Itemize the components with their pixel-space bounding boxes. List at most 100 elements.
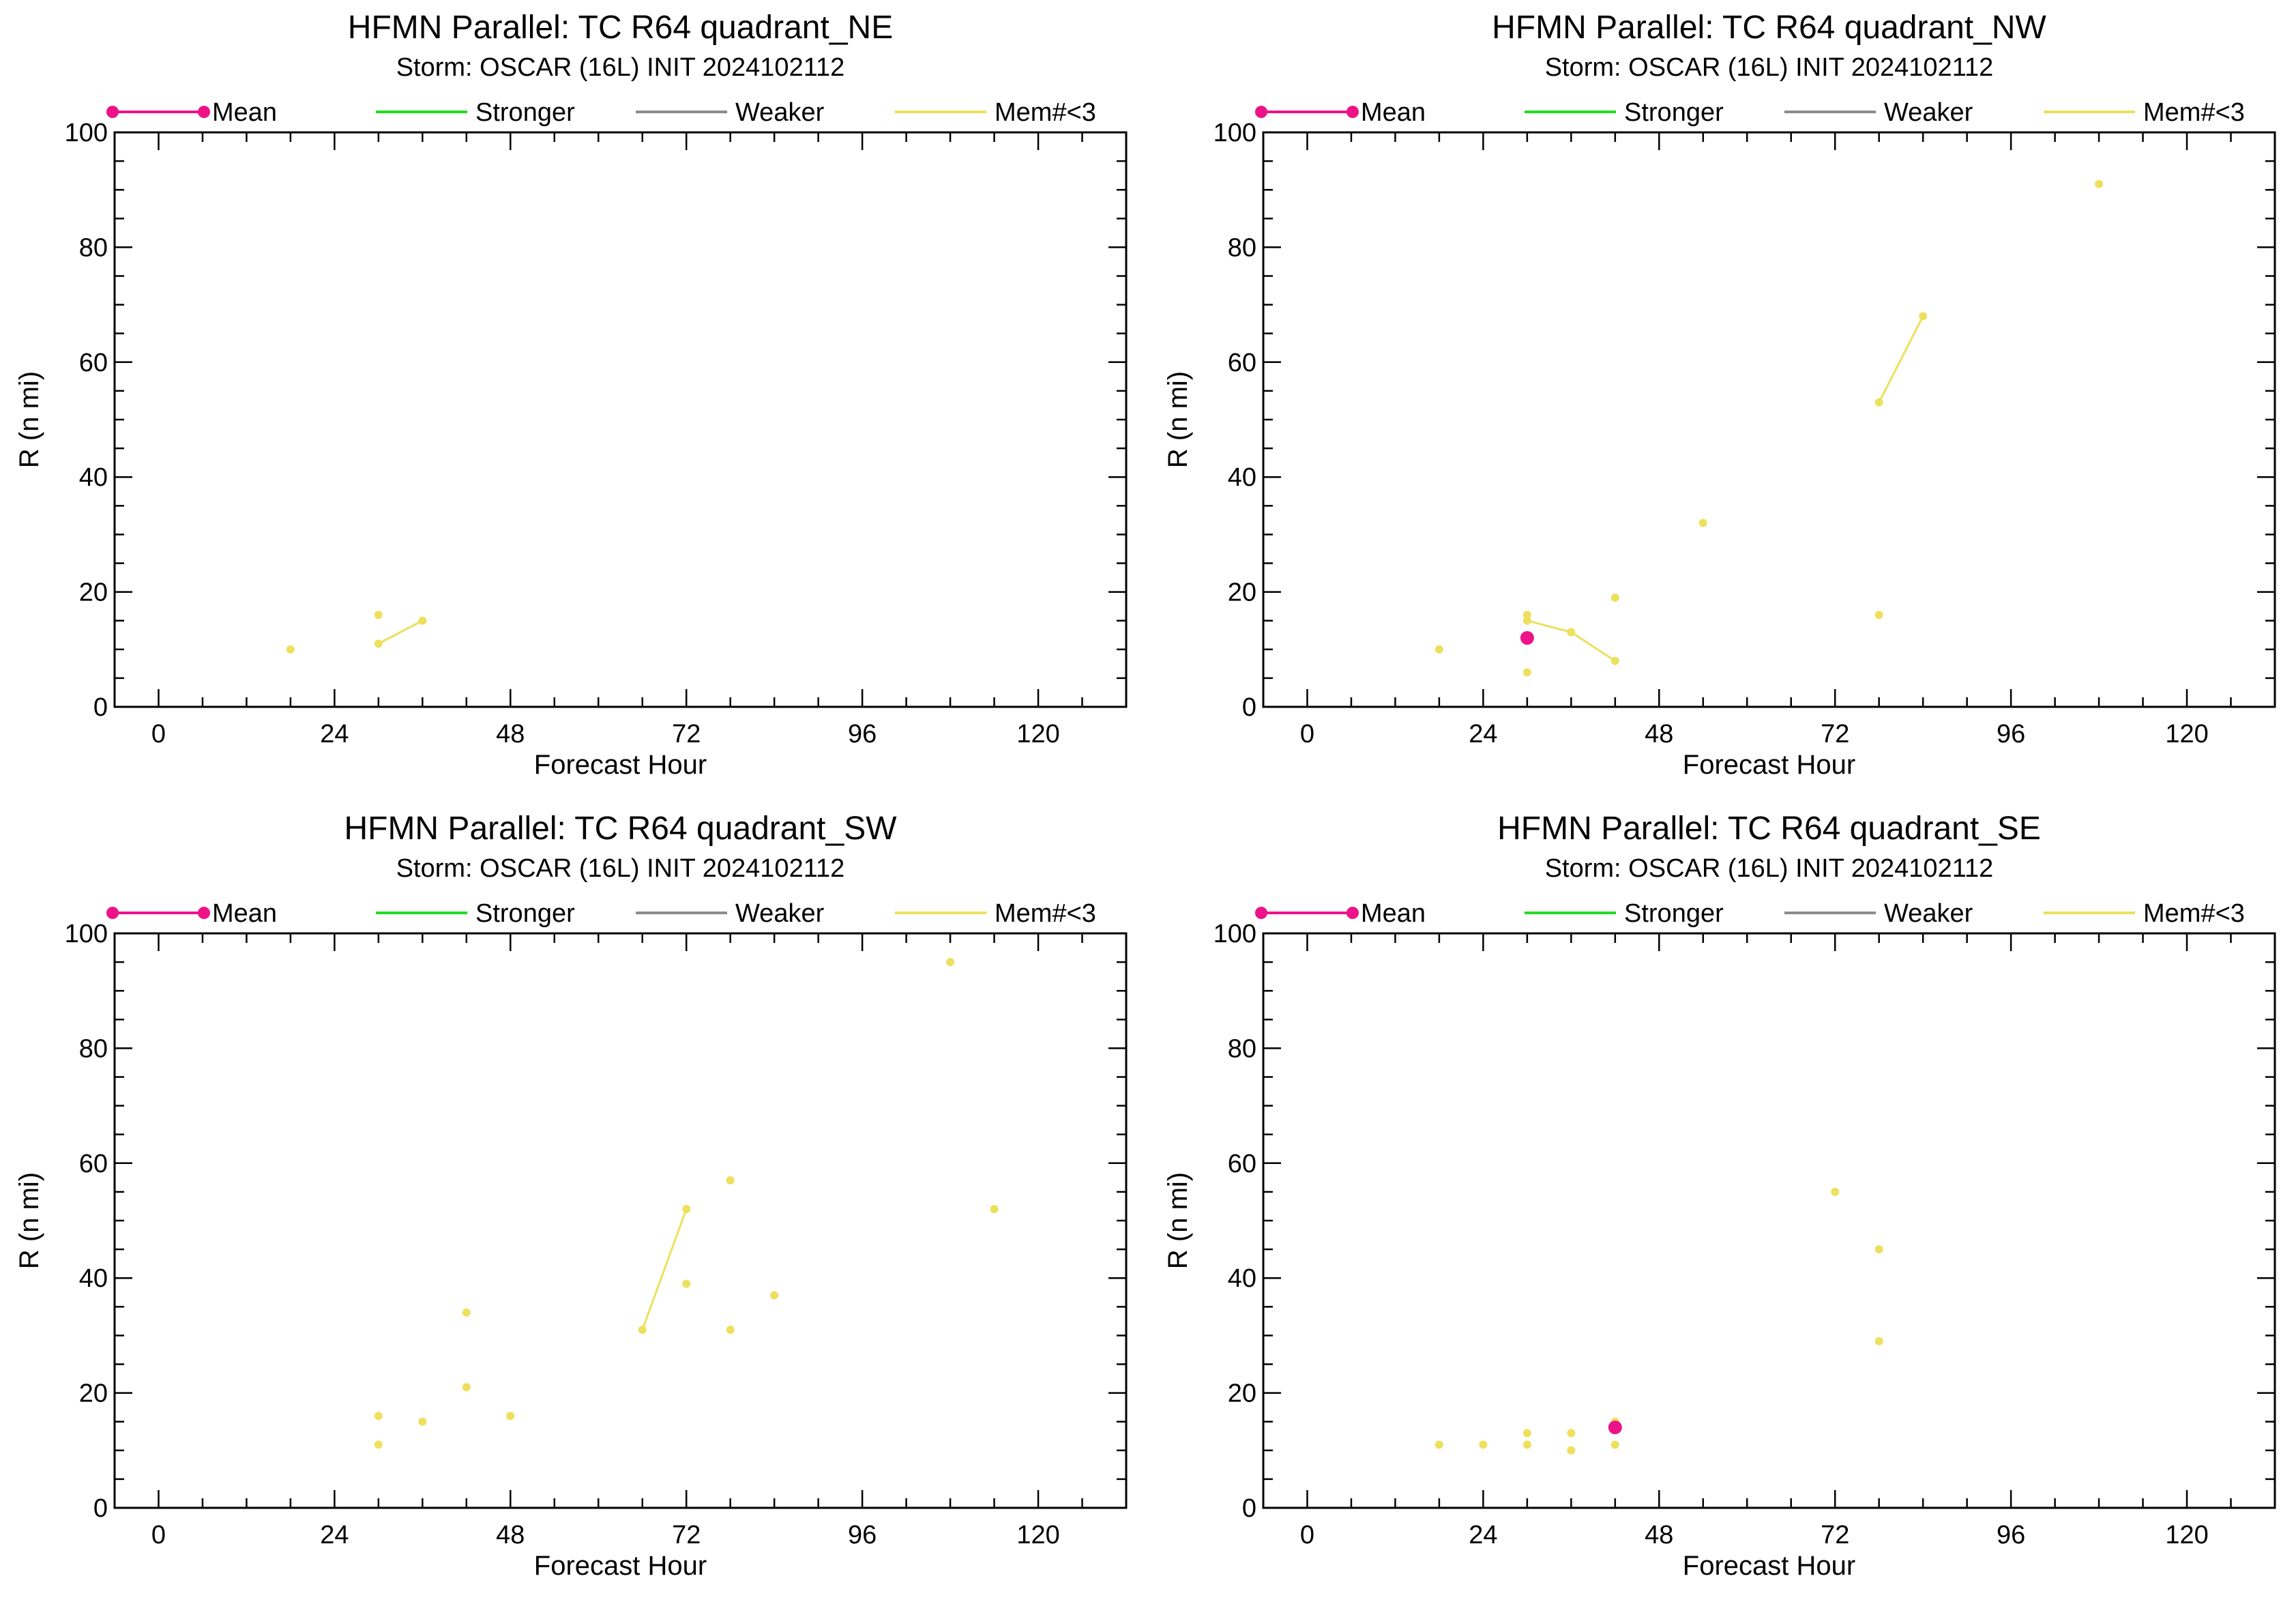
few-member-point bbox=[1479, 1440, 1488, 1449]
x-tick-label: 24 bbox=[1469, 720, 1497, 748]
legend-label-weaker: Weaker bbox=[735, 98, 825, 127]
x-tick-label: 0 bbox=[1300, 1521, 1314, 1549]
legend-marker-mean bbox=[1255, 106, 1267, 118]
few-member-point bbox=[374, 639, 383, 648]
y-tick-label: 80 bbox=[79, 1034, 108, 1063]
x-tick-label: 24 bbox=[320, 1521, 349, 1549]
few-member-point bbox=[462, 1383, 471, 1392]
few-member-point bbox=[726, 1325, 735, 1334]
few-member-point bbox=[726, 1176, 735, 1185]
few-member-point bbox=[1874, 1245, 1883, 1254]
legend-label-weaker: Weaker bbox=[1884, 98, 1973, 127]
y-tick-label: 60 bbox=[79, 1150, 108, 1178]
mean-point bbox=[1520, 630, 1534, 645]
chart-legend: Mean Stronger Weaker Mem#<3 bbox=[1255, 899, 2245, 928]
x-tick-label: 72 bbox=[1821, 1521, 1849, 1549]
y-tick-label: 60 bbox=[1228, 349, 1256, 377]
y-axis-label: R (n mi) bbox=[1163, 1172, 1193, 1269]
x-tick-label: 24 bbox=[320, 720, 349, 748]
x-tick-label: 0 bbox=[151, 720, 166, 748]
few-member-point bbox=[770, 1291, 779, 1300]
x-axis-label: Forecast Hour bbox=[534, 1551, 707, 1581]
legend-marker-mean bbox=[198, 907, 210, 919]
x-axis-label: Forecast Hour bbox=[1683, 750, 1855, 780]
chart-panel-1: HFMN Parallel: TC R64 quadrant_NE Storm: … bbox=[14, 10, 1128, 780]
legend-label-weaker: Weaker bbox=[1884, 899, 1973, 928]
y-tick-label: 60 bbox=[79, 349, 108, 377]
few-member-point bbox=[2095, 179, 2104, 188]
chart-subtitle: Storm: OSCAR (16L) INIT 2024102112 bbox=[1545, 53, 1994, 82]
legend-marker-mean bbox=[106, 907, 119, 919]
x-tick-label: 72 bbox=[1821, 720, 1849, 748]
few-member-point bbox=[1874, 611, 1883, 620]
legend-label-stronger: Stronger bbox=[475, 98, 575, 127]
y-tick-label: 40 bbox=[1228, 1264, 1256, 1293]
chart-subtitle: Storm: OSCAR (16L) INIT 2024102112 bbox=[396, 53, 845, 82]
legend-marker-mean bbox=[1346, 907, 1359, 919]
x-axis-label: Forecast Hour bbox=[534, 750, 707, 780]
y-axis-label: R (n mi) bbox=[14, 1172, 44, 1269]
y-tick-label: 100 bbox=[1213, 119, 1256, 147]
y-tick-label: 20 bbox=[79, 579, 108, 607]
chart-panel-4: HFMN Parallel: TC R64 quadrant_SE Storm: … bbox=[1163, 811, 2276, 1581]
y-tick-label: 100 bbox=[65, 119, 108, 147]
few-member-point bbox=[418, 616, 427, 625]
x-tick-label: 72 bbox=[672, 720, 701, 748]
legend-marker-mean bbox=[198, 106, 210, 118]
legend-label-mean: Mean bbox=[212, 98, 277, 127]
few-member-point bbox=[374, 611, 383, 620]
chart-title: HFMN Parallel: TC R64 quadrant_NW bbox=[1492, 10, 2046, 46]
y-tick-label: 80 bbox=[1228, 1034, 1256, 1063]
chart-subtitle: Storm: OSCAR (16L) INIT 2024102112 bbox=[1545, 854, 1994, 883]
few-member-point bbox=[374, 1412, 383, 1421]
few-member-point bbox=[1567, 1429, 1576, 1438]
few-member-point bbox=[1919, 312, 1928, 321]
chart-title: HFMN Parallel: TC R64 quadrant_NE bbox=[348, 10, 893, 46]
x-axis-label: Forecast Hour bbox=[1683, 1551, 1855, 1581]
few-member-point bbox=[1522, 616, 1531, 625]
chart-legend: Mean Stronger Weaker Mem#<3 bbox=[106, 98, 1096, 127]
x-tick-label: 24 bbox=[1469, 1521, 1497, 1549]
y-tick-label: 40 bbox=[79, 1264, 108, 1293]
x-tick-label: 0 bbox=[1300, 720, 1314, 748]
few-member-point bbox=[1522, 668, 1531, 677]
chart-panel-2: HFMN Parallel: TC R64 quadrant_NW Storm: … bbox=[1163, 10, 2276, 780]
mean-point bbox=[1608, 1421, 1622, 1435]
few-member-point bbox=[418, 1417, 427, 1426]
few-member-point bbox=[946, 958, 955, 967]
x-tick-label: 96 bbox=[1997, 1521, 2025, 1549]
chart-title: HFMN Parallel: TC R64 quadrant_SE bbox=[1497, 811, 2041, 847]
few-member-line bbox=[641, 1208, 688, 1330]
y-tick-label: 20 bbox=[79, 1380, 108, 1408]
legend-label-few_members: Mem#<3 bbox=[2143, 899, 2245, 928]
y-axis-label: R (n mi) bbox=[14, 371, 44, 468]
legend-label-few_members: Mem#<3 bbox=[995, 98, 1096, 127]
few-member-point bbox=[1434, 645, 1443, 654]
x-tick-label: 48 bbox=[1645, 720, 1673, 748]
y-tick-label: 0 bbox=[1242, 693, 1256, 722]
chart-legend: Mean Stronger Weaker Mem#<3 bbox=[1255, 98, 2245, 127]
few-member-point bbox=[462, 1308, 471, 1317]
few-member-point bbox=[1522, 1429, 1531, 1438]
legend-label-stronger: Stronger bbox=[1624, 899, 1724, 928]
few-member-line bbox=[378, 620, 424, 645]
legend-label-mean: Mean bbox=[1361, 899, 1426, 928]
chart-legend: Mean Stronger Weaker Mem#<3 bbox=[106, 899, 1096, 928]
y-tick-label: 0 bbox=[93, 693, 108, 722]
few-member-point bbox=[1522, 611, 1531, 620]
chart-panel-3: HFMN Parallel: TC R64 quadrant_SW Storm: … bbox=[14, 811, 1128, 1581]
y-tick-label: 0 bbox=[93, 1494, 108, 1523]
y-tick-label: 20 bbox=[1228, 1380, 1256, 1408]
few-member-point bbox=[1698, 519, 1707, 527]
x-tick-label: 96 bbox=[848, 1521, 877, 1549]
y-axis-label: R (n mi) bbox=[1163, 371, 1193, 468]
legend-label-stronger: Stronger bbox=[1624, 98, 1724, 127]
x-tick-label: 72 bbox=[672, 1521, 701, 1549]
legend-marker-mean bbox=[1346, 106, 1359, 118]
few-member-point bbox=[286, 645, 295, 654]
x-tick-label: 48 bbox=[496, 1521, 525, 1549]
few-member-point bbox=[638, 1325, 647, 1334]
x-tick-label: 0 bbox=[151, 1521, 166, 1549]
y-tick-label: 20 bbox=[1228, 579, 1256, 607]
